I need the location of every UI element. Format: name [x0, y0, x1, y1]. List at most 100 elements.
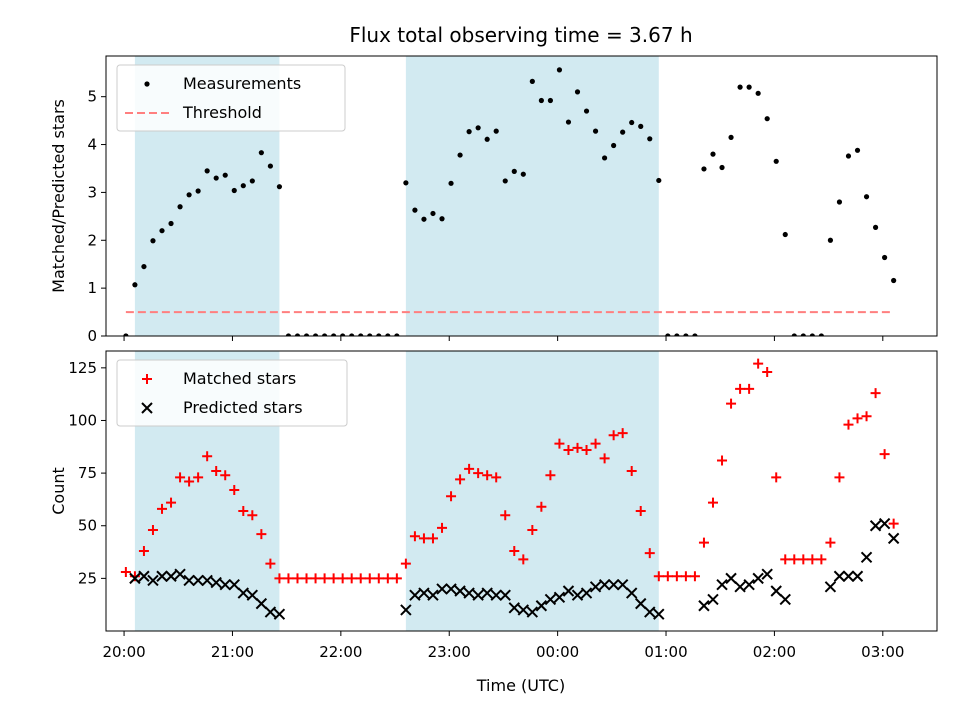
y-tick-label: 100 — [68, 411, 97, 429]
matched-stars-point — [572, 442, 583, 453]
predicted-stars-point — [562, 585, 575, 597]
matched-stars-point — [274, 573, 285, 584]
matched-stars-point — [536, 501, 547, 512]
y-tick-label: 50 — [78, 517, 97, 535]
predicted-stars-point — [165, 570, 177, 582]
measurement-point — [791, 333, 797, 336]
matched-stars-point — [762, 367, 773, 378]
matched-stars-point — [527, 524, 538, 535]
measurement-point — [574, 89, 581, 95]
predicted-stars-point — [526, 606, 539, 618]
measurement-point — [177, 204, 183, 210]
predicted-stars-point — [644, 606, 656, 618]
measurement-point — [412, 207, 418, 213]
predicted-stars-point — [779, 593, 791, 606]
measurement-point — [800, 333, 806, 336]
measurement-point — [656, 177, 662, 184]
matched-stars-point — [798, 554, 809, 565]
predicted-stars-point — [698, 600, 710, 612]
measurement-point — [836, 199, 843, 205]
measurement-point — [620, 129, 626, 135]
matched-stars-point — [834, 472, 845, 483]
matched-stars-point — [482, 470, 493, 481]
observing-window-shade — [405, 351, 659, 631]
predicted-stars-point — [427, 589, 439, 601]
measurement-point — [782, 231, 788, 238]
predicted-stars-point — [770, 585, 782, 597]
matched-stars-point — [707, 497, 718, 508]
measurement-point — [565, 119, 572, 125]
y-tick-label: 4 — [87, 136, 97, 154]
measurement-point — [168, 220, 174, 227]
measurement-point — [457, 152, 463, 158]
measurement-point — [285, 333, 292, 336]
matched-stars-point — [310, 573, 321, 584]
x-axis-label: Time (UTC) — [476, 676, 565, 695]
predicted-stars-point — [607, 578, 620, 591]
axes-frame — [105, 55, 938, 337]
predicted-stars-point — [400, 604, 412, 616]
matched-stars-point — [635, 506, 646, 516]
predicted-stars-point — [255, 597, 268, 610]
y-tick-label: 1 — [87, 279, 97, 297]
matched-stars-point — [644, 548, 655, 559]
measurement-point — [882, 254, 888, 261]
matched-stars-point — [211, 466, 222, 476]
measurement-point — [475, 125, 481, 131]
matched-stars-point — [437, 522, 448, 533]
matched-stars-point — [653, 571, 664, 582]
matched-stars-point — [382, 573, 393, 584]
y-axis-label: Matched/Predicted stars — [49, 99, 68, 293]
measurement-point — [809, 333, 815, 336]
measurement-point — [746, 84, 752, 90]
measurement-point — [276, 184, 283, 190]
matched-stars-point — [554, 438, 565, 449]
matched-stars-point — [147, 524, 158, 535]
matched-stars-point — [202, 451, 213, 462]
predicted-stars-point — [860, 551, 873, 564]
measurement-point — [845, 153, 852, 159]
matched-stars-point — [166, 497, 177, 508]
matched-stars-point — [689, 571, 700, 582]
predicted-stars-point — [499, 589, 511, 601]
measurement-point — [123, 333, 129, 336]
x-tick-label: 23:00 — [428, 643, 471, 661]
predicted-stars-point — [219, 578, 231, 591]
measurement-point — [132, 282, 138, 288]
predicted-stars-point — [589, 581, 602, 593]
matched-stars-point — [617, 428, 628, 439]
measurement-point — [638, 123, 644, 129]
matched-stars-point — [780, 554, 791, 565]
measurement-point — [321, 333, 328, 336]
measurement-point — [204, 168, 210, 174]
matched-stars-point — [753, 358, 764, 369]
predicted-stars-point — [869, 520, 882, 532]
matched-stars-point — [698, 537, 709, 548]
predicted-stars-point — [264, 606, 277, 618]
matched-stars-point — [120, 567, 131, 578]
measurement-point — [340, 333, 346, 336]
predicted-stars-point — [138, 570, 150, 582]
legend-box — [116, 64, 346, 132]
x-tick-label: 02:00 — [753, 643, 796, 661]
matched-stars-point — [193, 472, 204, 483]
x-tick-label: 00:00 — [536, 643, 579, 661]
measurement-point — [683, 333, 689, 336]
chart-title: Flux total observing time = 3.67 h — [349, 23, 692, 47]
plot-area — [123, 67, 897, 336]
observing-window-shade — [405, 56, 659, 336]
legend-dot-marker — [144, 81, 150, 87]
measurement-point — [773, 158, 779, 164]
matched-stars-point — [328, 573, 339, 584]
matched-stars-point — [491, 472, 502, 483]
measurement-point — [737, 84, 743, 90]
y-tick-label: 25 — [78, 569, 97, 587]
y-axis-label: Count — [49, 467, 68, 515]
matched-stars-point — [717, 455, 728, 466]
predicted-stars-point — [445, 583, 457, 595]
matched-stars-point — [626, 466, 637, 476]
predicted-stars-point — [147, 574, 159, 587]
predicted-stars-point — [734, 581, 746, 593]
matched-stars-point — [852, 413, 863, 424]
